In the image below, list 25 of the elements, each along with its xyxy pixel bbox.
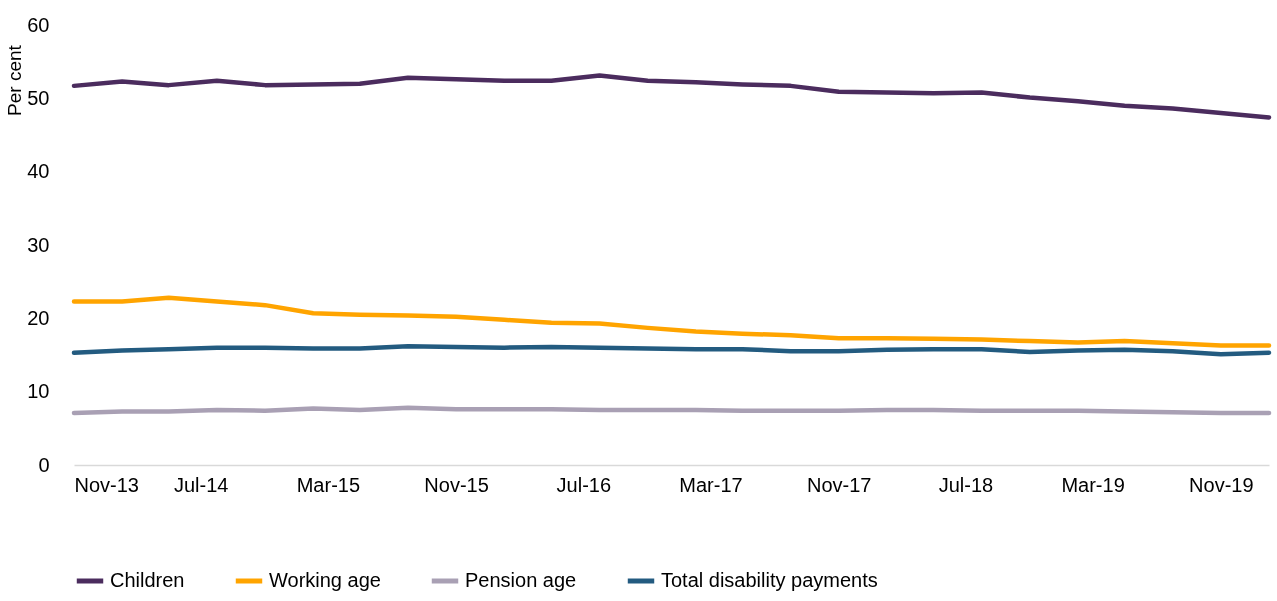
line-series [71,343,1272,357]
line-series [71,73,1272,120]
x-tick-label: Jul-14 [173,473,229,496]
x-tick-label: Nov-17 [806,473,872,496]
x-tick-label: Nov-19 [1189,473,1254,496]
x-tick-label: Mar-19 [1061,473,1125,496]
x-tick-label: Mar-17 [679,473,743,496]
x-tick-label: Jul-18 [938,473,994,496]
y-tick-label: 30 [27,233,50,256]
x-tick-label: Nov-13 [74,473,139,496]
y-tick-label: 0 [38,453,50,476]
y-tick-label: 60 [27,13,50,36]
legend-label: Total disability payments [661,569,878,591]
legend-label: Pension age [465,569,577,591]
line-series [71,295,1272,348]
x-tick-label: Jul-16 [556,473,612,496]
y-tick-label: 10 [27,380,50,403]
y-tick-label: 20 [27,306,50,329]
legend-label: Children [110,569,185,591]
x-tick-label: Mar-15 [296,473,361,496]
y-tick-label: 40 [27,160,50,183]
y-tick-label: 50 [27,86,50,109]
x-tick-label: Nov-15 [424,473,489,496]
legend-label: Working age [269,569,381,591]
y-axis-title: Per cent [3,44,25,116]
